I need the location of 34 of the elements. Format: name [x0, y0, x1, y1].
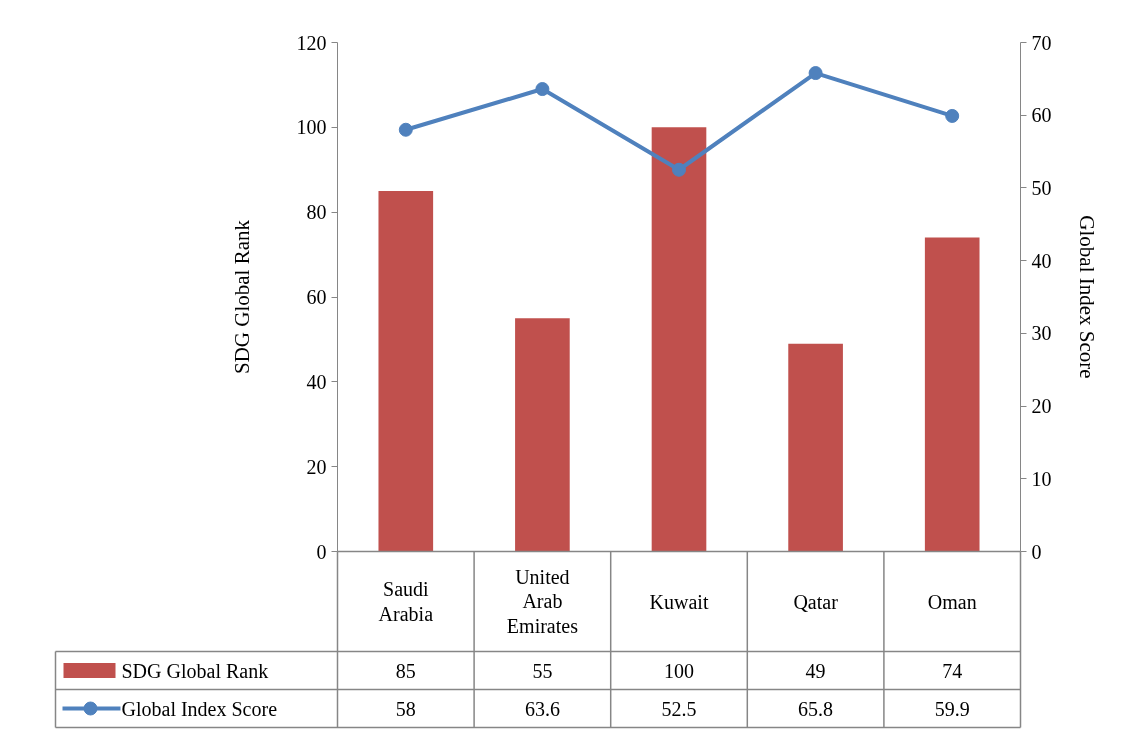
y2-tick-label: 70: [1031, 31, 1052, 54]
y-tick-label: 80: [306, 201, 327, 224]
data-label: 52.5: [661, 697, 697, 720]
y-tick-label: 120: [296, 31, 327, 54]
y-tick-label: 40: [306, 370, 327, 393]
data-label: 74: [942, 659, 963, 682]
data-label: 59.9: [934, 697, 970, 720]
y-axis-title: SDG Global Rank: [229, 219, 254, 374]
x-tick-label: Oman: [927, 590, 977, 613]
y2-tick-label: 60: [1031, 104, 1052, 127]
y-tick-label: 60: [306, 286, 327, 308]
data-label: 49: [805, 659, 826, 682]
data-label: 85: [395, 659, 416, 682]
y2-tick-label: 0: [1031, 540, 1042, 563]
data-label: 65.8: [798, 697, 834, 720]
legend-label: SDG Global Rank: [121, 659, 269, 682]
y2-tick-label: 40: [1031, 249, 1052, 272]
y-tick-label: 0: [316, 540, 327, 563]
x-tick-label: Kuwait: [649, 590, 709, 613]
y2-tick-label: 20: [1031, 395, 1052, 418]
x-tick-label: United Arab Emirates: [506, 566, 579, 637]
legend-label: Global Index Score: [121, 697, 278, 720]
y-tick-label: 100: [296, 116, 327, 139]
x-tick-label: Saudi Arabia: [378, 578, 434, 625]
data-label: 63.6: [524, 697, 560, 720]
y2-axis-title: Global Index Score: [1074, 215, 1099, 379]
data-label: 55: [532, 659, 553, 682]
y-tick-label: 20: [306, 455, 327, 478]
data-label: 58: [395, 697, 416, 720]
y2-tick-label: 50: [1031, 176, 1052, 199]
y2-tick-label: 10: [1031, 467, 1052, 490]
y2-tick-label: 30: [1031, 322, 1052, 345]
data-label: 100: [664, 659, 694, 682]
x-tick-label: Qatar: [793, 590, 839, 613]
